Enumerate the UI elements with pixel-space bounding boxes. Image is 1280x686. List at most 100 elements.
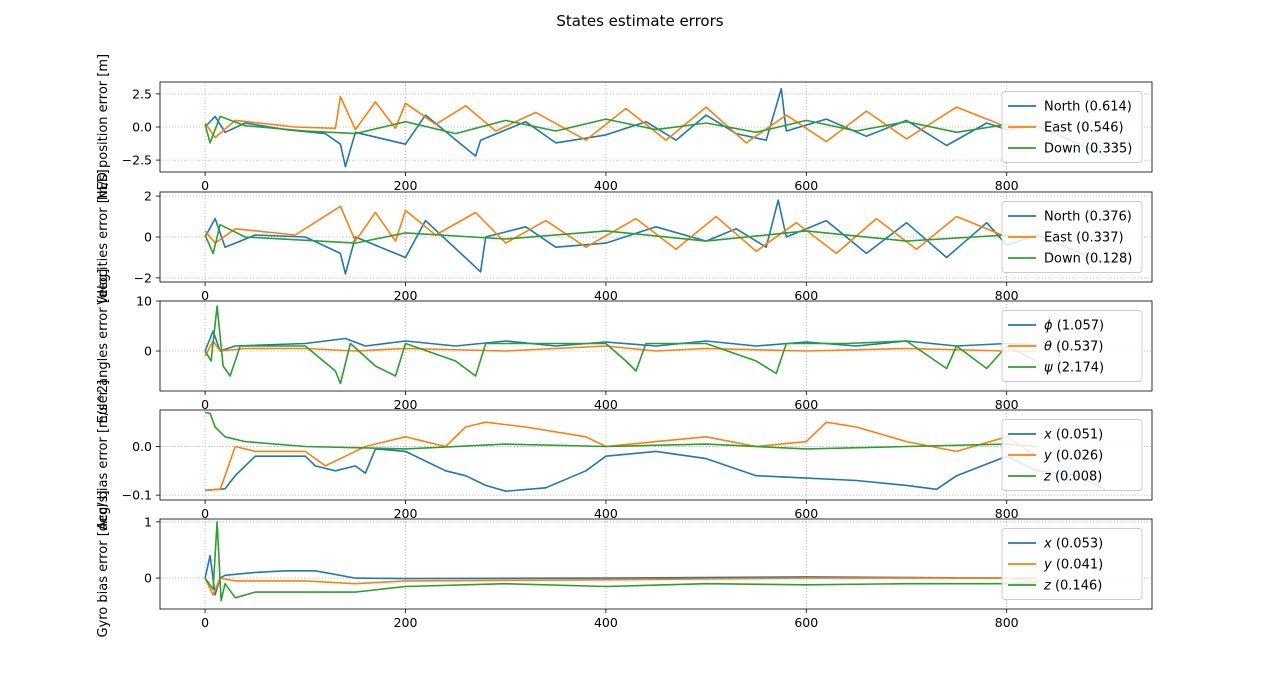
series-line [204,95,1037,144]
legend-label: z (0.008) [1043,470,1102,485]
y-tick-label: −2 [134,270,152,285]
y-tick-label: 0 [144,344,152,359]
x-tick-label: 400 [594,397,618,412]
series-line [204,199,1108,275]
x-tick-label: 0 [201,288,209,303]
legend-box [1001,310,1143,382]
x-tick-label: 400 [594,178,618,193]
series-line [204,330,1037,352]
y-axis-label: NED position error [m] [96,54,111,200]
legend-symbol: θ [1044,340,1052,355]
y-tick-label: −2.5 [122,153,152,168]
legend: x (0.051) y (0.026) z (0.008) [1001,419,1143,491]
series-line [204,520,1037,602]
legend-symbol: z [1043,579,1052,594]
x-tick-label: 200 [394,178,418,193]
legend: ϕ (1.057)θ (0.537)ψ (2.174) [1001,310,1143,382]
legend-label: East (0.337) [1044,231,1124,246]
x-tick-label: 0 [201,178,209,193]
x-tick-label: 200 [394,397,418,412]
y-axis-label: Euler angles error [deg] [96,269,111,424]
x-tick-label: 800 [995,615,1019,630]
legend-label: y (0.041) [1043,558,1103,573]
y-tick-label: 10 [136,294,152,309]
y-tick-label: 0 [144,571,152,586]
y-tick-label: 2 [144,189,152,204]
y-tick-label: −0.1 [122,488,152,503]
y-tick-label: 0.0 [132,439,152,454]
legend-box [1001,528,1143,600]
legend-symbol: y [1043,558,1052,573]
subplot-5: 0 200 400 600 800 1 0 Gyro bias error [deg/s] x … [96,490,1153,638]
y-tick-label: 0 [144,230,152,245]
series-line [204,305,1038,385]
series-line [205,448,1108,493]
x-tick-label: 800 [995,506,1019,521]
series-line [204,87,1108,168]
legend-value: (0.537) [1052,340,1104,355]
legend-label: North (0.614) [1044,100,1132,115]
legend-label: ϕ (1.057) [1044,319,1104,334]
legend-symbol: ψ [1044,361,1053,376]
legend-value: (0.146) [1051,579,1103,594]
legend-label: z (0.146) [1043,579,1102,594]
legend-label: y (0.026) [1043,449,1103,464]
chart-title: States estimate errors [556,12,723,30]
legend-box [1001,201,1143,273]
legend-label: x (0.051) [1043,428,1103,443]
legend-value: (0.041) [1052,558,1104,573]
series-line [205,421,1038,492]
legend: North (0.376) East (0.337) Down (0.128) [1001,201,1143,273]
legend-value: (0.051) [1052,428,1104,443]
y-axis-label: Gyro bias error [deg/s] [96,490,111,637]
x-tick-label: 0 [201,397,209,412]
series-line [204,411,1037,450]
legend-label: θ (0.537) [1044,340,1103,355]
x-tick-label: 600 [794,397,818,412]
legend-label: East (0.546) [1044,121,1124,136]
x-tick-label: 0 [201,615,209,630]
y-tick-label: 0.0 [132,120,152,135]
x-tick-label: 600 [794,288,818,303]
y-axis-label: Velocities error [m/s] [96,169,111,304]
series-line [204,223,1037,255]
x-tick-label: 400 [594,506,618,521]
subplot-4: 0 200 400 600 800 0.0 −0.1 Accl bias error [m/s… [96,380,1153,530]
y-tick-label: 1 [144,514,152,529]
legend-symbol: x [1043,537,1052,552]
legend-value: (0.026) [1052,449,1104,464]
subplot-3: 0 200 400 600 800 10 0 Euler angles error [deg]… [96,269,1153,424]
subplot-1: 0 200 400 600 800 2.5 0.0 −2.5 NED position erro… [96,54,1153,200]
legend-value: (0.053) [1052,537,1104,552]
legend-value: (0.008) [1051,470,1103,485]
legend-value: (2.174) [1053,361,1105,376]
x-tick-label: 400 [594,615,618,630]
x-tick-label: 0 [201,506,209,521]
subplot-2: 0 200 400 600 800 2 0 −2 Velocities error [m/s] N… [96,169,1153,305]
legend-label: x (0.053) [1043,537,1103,552]
legend-label: Down (0.335) [1044,142,1132,157]
x-tick-label: 200 [394,288,418,303]
x-tick-label: 800 [995,288,1019,303]
legend-symbol: z [1043,470,1052,485]
legend-box [1001,91,1143,163]
y-axis-label: Accl bias error [m/s^2] [96,380,111,530]
legend-symbol: ϕ [1044,319,1053,334]
x-tick-label: 200 [394,615,418,630]
legend-value: (1.057) [1053,319,1105,334]
x-tick-label: 800 [995,178,1019,193]
legend: x (0.053)y (0.041)z (0.146) [1001,528,1143,600]
x-tick-label: 600 [794,615,818,630]
legend-label: ψ (2.174) [1044,361,1104,376]
x-tick-label: 800 [995,397,1019,412]
axes-frame [159,409,1153,501]
legend-symbol: x [1043,428,1052,443]
series-line [204,554,1037,596]
legend: North (0.614) East (0.546) Down (0.335) [1001,91,1143,163]
x-tick-label: 600 [794,506,818,521]
y-tick-label: 2.5 [132,86,152,101]
series-line [204,115,1037,144]
legend-label: North (0.376) [1044,210,1132,225]
